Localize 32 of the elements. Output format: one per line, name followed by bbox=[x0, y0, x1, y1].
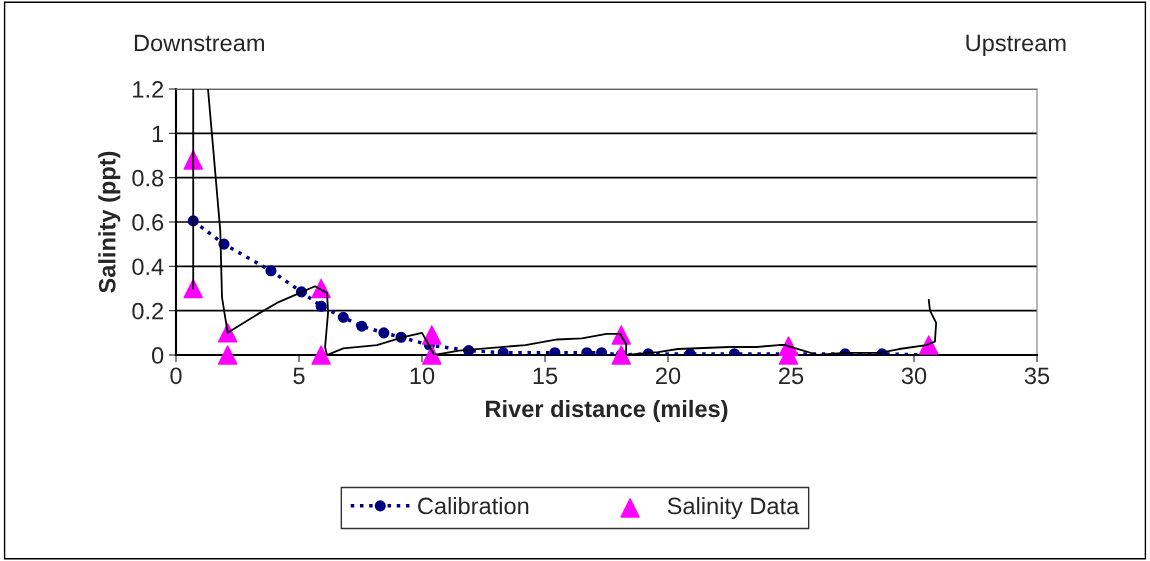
x-tick-label: 35 bbox=[1024, 367, 1050, 385]
x-tick-label: 10 bbox=[410, 367, 435, 385]
text: Downstream bbox=[134, 34, 264, 52]
point bbox=[311, 345, 331, 365]
x-tick-label: 5 bbox=[293, 367, 305, 385]
point bbox=[217, 345, 238, 365]
x-tick-label: 0 bbox=[170, 367, 182, 385]
point bbox=[265, 265, 277, 277]
x-tick-label: 20 bbox=[656, 367, 681, 385]
point bbox=[337, 311, 349, 323]
y-tick-label: 0.6 bbox=[132, 214, 164, 231]
x-tick-label: 30 bbox=[901, 367, 927, 385]
point bbox=[315, 300, 327, 312]
legend-label: Calibration bbox=[418, 496, 529, 515]
point bbox=[611, 345, 632, 365]
point bbox=[356, 320, 368, 332]
y-tick-label: 1 bbox=[152, 125, 164, 142]
y-axis-title: Salinity (ppt) bbox=[98, 151, 121, 293]
point bbox=[378, 327, 390, 339]
x-axis-title: River distance (miles) bbox=[486, 399, 728, 422]
point bbox=[422, 325, 442, 345]
y-tick-label: 0.4 bbox=[132, 258, 164, 276]
y-tick-label: 0.2 bbox=[132, 302, 164, 320]
text: Upstream bbox=[966, 34, 1066, 56]
y-tick-label: 0 bbox=[151, 347, 164, 364]
x-tick-label: 25 bbox=[779, 367, 804, 385]
legend-label: Salinity Data bbox=[667, 496, 800, 519]
point bbox=[422, 345, 442, 365]
point bbox=[183, 278, 203, 299]
y-tick-label: 1.2 bbox=[133, 81, 164, 98]
x-tick-label: 15 bbox=[533, 367, 558, 385]
y-tick-label: 0.8 bbox=[132, 169, 164, 187]
